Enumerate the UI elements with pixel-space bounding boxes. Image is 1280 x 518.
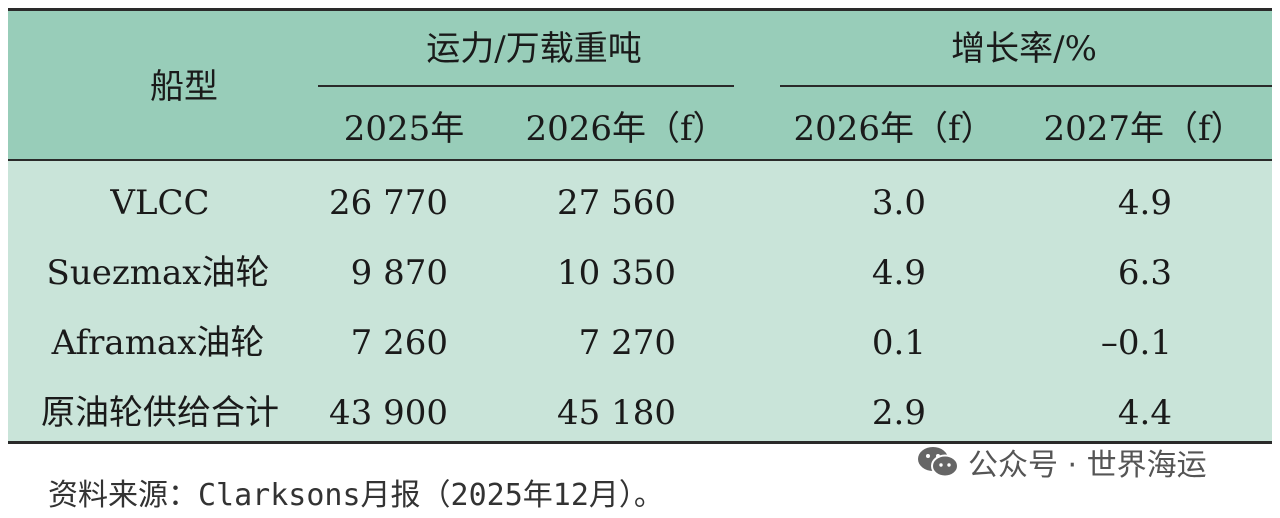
row-growth-2026f: 2.9 <box>871 393 926 433</box>
header-cap-2025: 2025年 <box>343 109 465 149</box>
row-growth-2027f: 4.4 <box>1117 393 1172 433</box>
watermark-text: 公众号 · 世界海运 <box>968 448 1207 483</box>
row-growth-2026f: 4.9 <box>871 253 926 293</box>
source-note: 资料来源：Clarksons月报（2025年12月）。 <box>48 478 664 513</box>
row-cap-2026f: 7 270 <box>578 323 676 363</box>
row-cap-2025: 26 770 <box>329 183 448 223</box>
row-ship-name: Aframax油轮 <box>51 323 265 363</box>
row-cap-2025: 7 260 <box>350 323 448 363</box>
wechat-icon <box>918 447 959 478</box>
row-cap-2026f: 27 560 <box>557 183 676 223</box>
growth-group-rule <box>780 85 1272 87</box>
capacity-table: 船型 运力/万载重吨 增长率/% 2025年 2026年（f） 2026年（f）… <box>8 8 1272 444</box>
row-ship-name: VLCC <box>110 183 210 223</box>
row-cap-2025: 9 870 <box>350 253 448 293</box>
row-cap-2026f: 10 350 <box>557 253 676 293</box>
header-capacity-group: 运力/万载重吨 <box>426 29 642 69</box>
header-growth-2026f: 2026年（f） <box>793 109 995 149</box>
table-body: VLCC 26 770 27 560 3.0 4.9 Suezmax油轮 9 8… <box>8 161 1272 441</box>
table-header: 船型 运力/万载重吨 增长率/% 2025年 2026年（f） 2026年（f）… <box>8 11 1272 161</box>
row-growth-2027f: 6.3 <box>1117 253 1172 293</box>
row-growth-2027f: 4.9 <box>1117 183 1172 223</box>
row-ship-name: Suezmax油轮 <box>46 253 270 293</box>
header-growth-group: 增长率/% <box>951 29 1097 69</box>
capacity-group-rule <box>318 85 734 87</box>
header-ship-type: 船型 <box>150 67 218 107</box>
row-ship-name: 原油轮供给合计 <box>41 393 279 433</box>
watermark: 公众号 · 世界海运 <box>916 440 1207 484</box>
row-growth-2026f: 3.0 <box>871 183 926 223</box>
header-cap-2026f: 2026年（f） <box>525 109 727 149</box>
row-growth-2027f: –0.1 <box>1100 323 1172 363</box>
row-cap-2026f: 45 180 <box>557 393 676 433</box>
row-cap-2025: 43 900 <box>329 393 448 433</box>
header-growth-2027f: 2027年（f） <box>1043 109 1245 149</box>
row-growth-2026f: 0.1 <box>871 323 926 363</box>
